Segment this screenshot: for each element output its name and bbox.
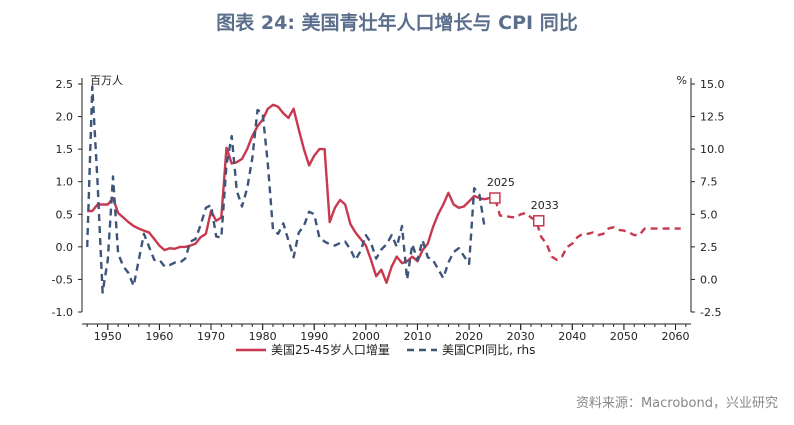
left-tick-label: 2.5	[56, 78, 74, 91]
x-tick-label: 1960	[145, 330, 173, 343]
series-line-0	[87, 103, 485, 284]
left-tick-label: 2.0	[56, 111, 74, 124]
legend-label-cpi: 美国CPI同比, rhs	[442, 343, 535, 357]
x-tick-label: 1950	[94, 330, 122, 343]
legend-label-population: 美国25-45岁人口增量	[271, 342, 390, 357]
right-tick-label: -2.5	[700, 306, 721, 319]
source-note: 资料来源：Macrobond，兴业研究	[575, 396, 778, 411]
annotation-label-1: 2033	[531, 199, 559, 212]
x-tick-label: 1990	[300, 330, 328, 343]
left-tick-label: -1.0	[52, 306, 73, 319]
series-line-2	[86, 85, 486, 294]
series-line-1	[484, 196, 681, 262]
left-unit-label: 百万人	[90, 74, 123, 87]
chart-svg: -1.0 -0.5 0.0 0.5 1.0 1.5 2.0 2.5 -2.5 0.0 2.5 5.0 7…	[52, 74, 725, 357]
left-tick-label: -0.5	[52, 273, 73, 286]
annotation-marker-1	[533, 215, 545, 227]
right-unit-label: %	[677, 74, 687, 87]
x-tick-label: 2030	[507, 330, 535, 343]
left-tick-label: 0.5	[56, 208, 74, 221]
right-tick-label: 2.5	[700, 241, 718, 254]
right-tick-label: 5.0	[700, 208, 718, 221]
x-tick-label: 1980	[249, 330, 277, 343]
x-tick-label: 2010	[403, 330, 431, 343]
x-tick-label: 2050	[610, 330, 638, 343]
right-tick-label: 15.0	[700, 78, 725, 91]
x-tick-label: 2000	[352, 330, 380, 343]
annotation-marker-0	[489, 192, 501, 204]
chart-title: 图表 24: 美国青壮年人口增长与 CPI 同比	[216, 12, 578, 34]
x-tick-label: 2020	[455, 330, 483, 343]
left-tick-label: 1.5	[56, 143, 74, 156]
right-tick-label: 10.0	[700, 143, 725, 156]
x-tick-label: 2040	[558, 330, 586, 343]
right-tick-label: 0.0	[700, 273, 718, 286]
annotation-label-0: 2025	[487, 176, 515, 189]
left-tick-label: 1.0	[56, 176, 74, 189]
right-tick-label: 12.5	[700, 111, 725, 124]
left-tick-label: 0.0	[56, 241, 74, 254]
right-tick-label: 7.5	[700, 176, 718, 189]
x-tick-label: 2060	[662, 330, 690, 343]
x-tick-label: 1970	[197, 330, 225, 343]
